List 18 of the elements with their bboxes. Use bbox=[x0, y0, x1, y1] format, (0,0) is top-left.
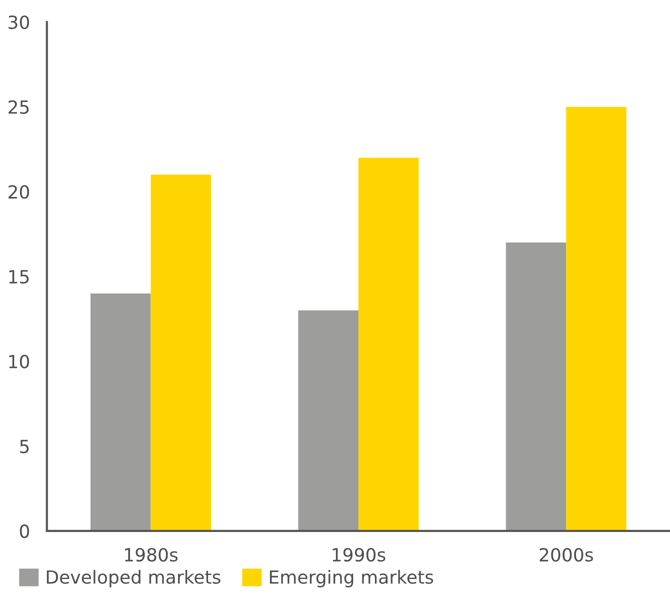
y-tick-label: 15 bbox=[9, 270, 29, 284]
legend-label: Emerging markets bbox=[270, 570, 434, 588]
bar bbox=[298, 310, 358, 531]
bar bbox=[90, 293, 151, 531]
x-tick-label: 1980s bbox=[125, 548, 178, 562]
bar bbox=[566, 106, 626, 531]
bar bbox=[358, 158, 419, 531]
bar bbox=[150, 174, 211, 531]
y-tick-label: 5 bbox=[20, 440, 29, 454]
y-tick-label: 20 bbox=[8, 185, 30, 199]
y-tick-label: 0 bbox=[20, 524, 30, 538]
x-tick-label: 2000s bbox=[540, 548, 593, 562]
y-tick-label: 10 bbox=[9, 354, 30, 368]
bar bbox=[506, 242, 566, 531]
y-tick-label: 30 bbox=[8, 15, 30, 30]
y-tick-label: 25 bbox=[8, 100, 29, 114]
legend-label: Developed markets bbox=[46, 570, 220, 588]
x-tick-label: 1990s bbox=[332, 548, 386, 562]
